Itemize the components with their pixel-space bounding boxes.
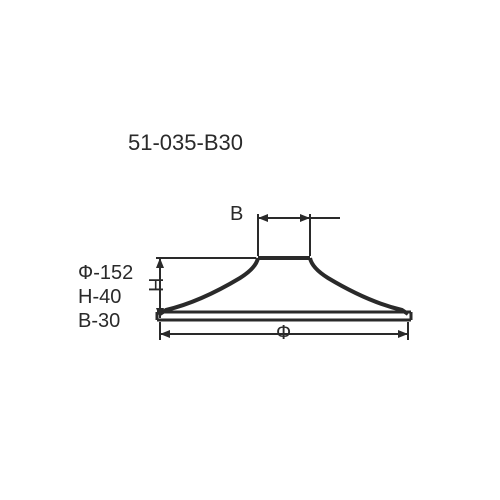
- dimension-phi: [160, 322, 408, 340]
- technical-drawing: [0, 0, 500, 500]
- dome-shape: [157, 258, 411, 320]
- dimension-b: [258, 214, 340, 256]
